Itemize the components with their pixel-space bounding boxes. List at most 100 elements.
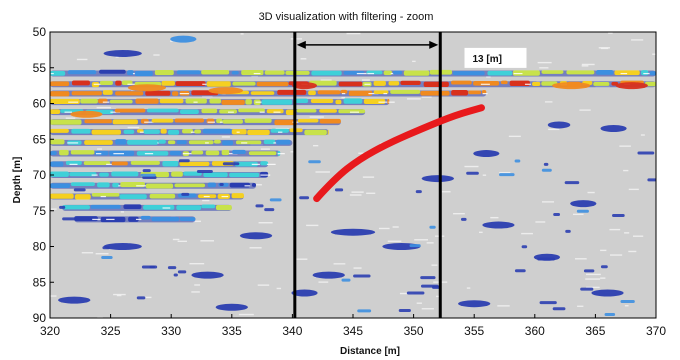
band-segment — [296, 109, 317, 113]
scatter-dash — [521, 245, 528, 249]
band-highlight — [50, 72, 54, 75]
band-segment — [234, 161, 258, 167]
background-streak — [177, 240, 187, 242]
reflection-blob — [615, 82, 648, 90]
background-streak — [486, 76, 491, 78]
band-segment — [183, 171, 202, 176]
reflection-band — [50, 128, 329, 136]
background-streak — [624, 305, 629, 307]
band-segment — [213, 139, 221, 144]
scatter-dash — [565, 229, 571, 233]
scatter-dash — [612, 214, 625, 218]
y-axis: 50 55 60 65 70 75 80 85 90 — [33, 25, 54, 325]
scatter-dash — [580, 287, 594, 291]
plot-area: 13 [m] — [49, 31, 657, 319]
background-streak — [579, 109, 591, 111]
band-segment — [264, 70, 285, 75]
band-segment — [317, 90, 341, 95]
band-highlight — [68, 101, 79, 103]
scatter-dash — [604, 312, 616, 316]
band-segment — [84, 119, 112, 124]
scatter-dash — [140, 173, 156, 177]
band-highlight — [203, 195, 210, 198]
band-segment — [71, 91, 102, 96]
band-segment — [91, 129, 121, 135]
band-highlight — [524, 83, 531, 85]
background-streak — [392, 226, 399, 228]
scatter-dash — [564, 181, 580, 185]
background-streak — [539, 67, 549, 69]
background-streak — [441, 191, 451, 193]
background-streak — [628, 188, 639, 191]
band-segment — [400, 80, 421, 86]
background-streak — [414, 239, 429, 241]
x-tick-label: 345 — [343, 324, 363, 338]
background-streak — [574, 258, 587, 260]
background-streak — [585, 278, 601, 280]
band-segment — [99, 69, 126, 74]
band-segment — [123, 129, 135, 134]
scatter-dash — [264, 208, 275, 212]
band-segment — [532, 81, 541, 86]
background-streak — [191, 291, 200, 293]
band-segment — [363, 98, 386, 104]
band-segment — [90, 204, 121, 209]
band-highlight — [480, 83, 490, 85]
background-streak — [258, 222, 273, 224]
y-tick-label: 70 — [33, 168, 47, 182]
scatter-dash — [334, 188, 344, 192]
band-highlight — [356, 72, 367, 75]
background-streak — [497, 305, 510, 307]
reflection-band — [74, 215, 196, 223]
band-segment — [383, 70, 393, 76]
band-highlight — [643, 72, 652, 75]
band-segment — [171, 171, 183, 177]
band-segment — [205, 150, 220, 156]
scatter-dash — [178, 159, 190, 163]
band-segment — [128, 216, 139, 222]
background-streak — [50, 295, 57, 297]
scatter-dash — [196, 170, 213, 174]
band-highlight — [118, 185, 123, 187]
x-tick-label: 370 — [646, 324, 666, 338]
scatter-dash — [406, 291, 425, 295]
band-highlight — [144, 121, 154, 123]
background-streak — [251, 184, 262, 186]
x-tick-label: 330 — [161, 324, 181, 338]
band-highlight — [388, 101, 395, 103]
band-highlight — [102, 101, 110, 103]
reflection-band — [50, 139, 293, 146]
background-streak — [421, 308, 434, 310]
band-segment — [50, 128, 69, 133]
background-streak — [358, 152, 364, 154]
band-segment — [285, 109, 295, 115]
reflection-blob — [291, 289, 318, 297]
background-streak — [318, 281, 329, 283]
reflection-band — [50, 108, 366, 116]
background-streak — [544, 101, 553, 103]
background-streak — [153, 54, 160, 56]
background-streak — [426, 242, 434, 244]
background-streak — [202, 199, 210, 202]
band-highlight — [179, 92, 189, 95]
band-segment — [451, 80, 472, 85]
background-streak — [378, 227, 390, 230]
band-segment — [207, 182, 216, 188]
band-highlight — [253, 72, 261, 75]
x-tick-label: 355 — [464, 324, 484, 338]
band-segment — [71, 80, 90, 86]
reflection-band — [50, 149, 285, 157]
band-segment — [70, 150, 95, 155]
reflection-band — [50, 89, 488, 97]
scatter-dash — [101, 255, 113, 259]
band-highlight — [341, 92, 346, 95]
scatter-dash — [499, 173, 515, 177]
band-segment — [135, 98, 159, 104]
band-segment — [160, 128, 167, 134]
scatter-dash — [177, 270, 187, 274]
background-streak — [353, 267, 362, 269]
y-tick-label: 90 — [33, 311, 47, 325]
band-highlight — [113, 153, 125, 155]
band-highlight — [93, 83, 102, 85]
band-segment — [50, 151, 57, 156]
